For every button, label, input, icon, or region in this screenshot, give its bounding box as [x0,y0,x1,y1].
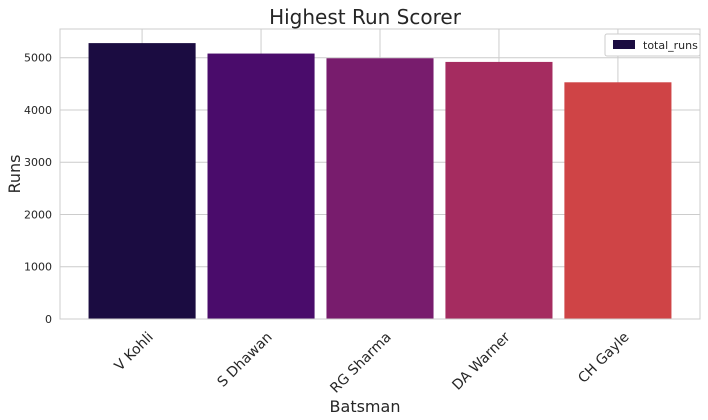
bar-s-dhawan [207,53,315,319]
legend-swatch [613,40,635,49]
y-tick-label: 1000 [24,261,52,274]
y-tick-label: 4000 [24,104,52,117]
legend-box [604,33,701,57]
bar-rg-sharma [326,58,434,319]
bars [88,43,672,320]
x-tick-labels: V Kohli S Dhawan RG Sharma DA Warner CH Gayl… [112,329,633,396]
bar-v-kohli [88,43,196,320]
chart-title: Highest Run Scorer [269,5,462,29]
bar-da-warner [445,61,553,320]
x-tick-label: V Kohli [112,329,157,374]
plot-frame [59,28,701,320]
x-axis-label: Batsman [330,397,401,416]
bar-ch-gayle [564,82,672,319]
y-tick-label: 2000 [24,208,52,221]
y-tick-label: 0 [45,313,52,326]
y-axis-label: Runs [5,154,24,193]
y-tick-labels: 0 1000 2000 3000 4000 5000 [24,52,52,326]
y-tick-label: 5000 [24,52,52,65]
x-tick-label: RG Sharma [327,329,394,396]
x-tick-label: CH Gayle [575,329,632,386]
legend: total_runs [604,33,701,57]
x-tick-label: S Dhawan [214,329,275,390]
y-tick-label: 3000 [24,156,52,169]
x-tick-label: DA Warner [449,329,513,393]
legend-label: total_runs [643,39,698,52]
